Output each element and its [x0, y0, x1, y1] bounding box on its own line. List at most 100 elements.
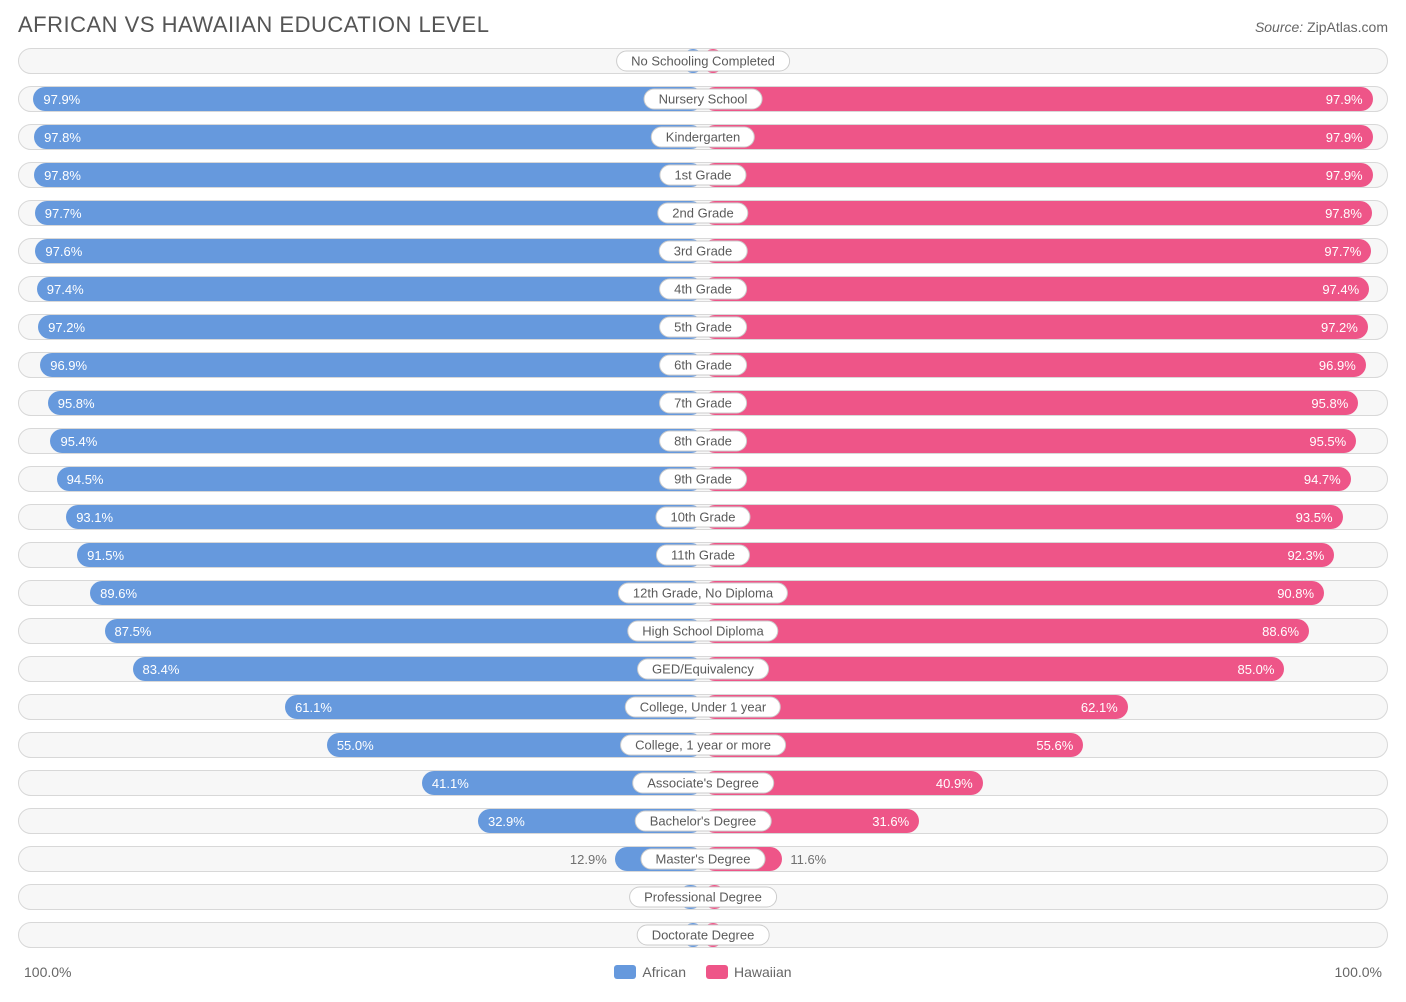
row-category-label: Doctorate Degree	[637, 925, 770, 946]
row-left-half: 32.9%	[19, 809, 703, 833]
bar-right: 97.8%	[703, 201, 1372, 225]
row-right-half: 97.9%	[703, 87, 1387, 111]
row-left-half: 97.4%	[19, 277, 703, 301]
footer: 100.0% African Hawaiian 100.0%	[18, 960, 1388, 984]
bar-right-value: 97.9%	[1326, 92, 1363, 107]
row-right-half: 31.6%	[703, 809, 1387, 833]
row-left-half: 41.1%	[19, 771, 703, 795]
row-right-half: 97.8%	[703, 201, 1387, 225]
bar-left-value: 41.1%	[432, 776, 469, 791]
row-right-half: 97.9%	[703, 125, 1387, 149]
row-right-half: 95.8%	[703, 391, 1387, 415]
bar-left-value: 12.9%	[562, 852, 615, 867]
row-left-half: 95.4%	[19, 429, 703, 453]
legend-swatch-right	[706, 965, 728, 979]
bar-right-value: 95.5%	[1309, 434, 1346, 449]
row-right-half: 97.9%	[703, 163, 1387, 187]
diverging-bar-chart: 2.2%2.2%No Schooling Completed 97.9% 97.9%…	[18, 48, 1388, 948]
chart-row: 87.5%88.6%High School Diploma	[18, 618, 1388, 644]
row-left-half: 12.9%	[19, 847, 703, 871]
bar-right: 97.7%	[703, 239, 1371, 263]
bar-right: 94.7%	[703, 467, 1351, 491]
bar-left: 97.2%	[38, 315, 703, 339]
bar-right: 92.3%	[703, 543, 1334, 567]
row-category-label: Kindergarten	[651, 127, 755, 148]
chart-row: 41.1% 40.9% Associate's Degree	[18, 770, 1388, 796]
bar-left-value: 55.0%	[337, 738, 374, 753]
bar-right-value: 93.5%	[1296, 510, 1333, 525]
bar-left: 97.8%	[34, 163, 703, 187]
row-right-half: 96.9%	[703, 353, 1387, 377]
row-right-half: 2.2%	[703, 49, 1387, 73]
bar-right: 95.5%	[703, 429, 1356, 453]
row-left-half: 2.2%	[19, 49, 703, 73]
bar-left-value: 97.7%	[45, 206, 82, 221]
bar-right: 96.9%	[703, 353, 1366, 377]
row-category-label: No Schooling Completed	[616, 51, 790, 72]
bar-right-value: 31.6%	[872, 814, 909, 829]
row-left-half: 89.6%	[19, 581, 703, 605]
row-category-label: Bachelor's Degree	[635, 811, 772, 832]
chart-row: 97.9%97.9%Nursery School	[18, 86, 1388, 112]
row-category-label: College, Under 1 year	[625, 697, 781, 718]
chart-row: 97.2%97.2%5th Grade	[18, 314, 1388, 340]
row-category-label: 11th Grade	[656, 545, 750, 566]
chart-row: 89.6%90.8%12th Grade, No Diploma	[18, 580, 1388, 606]
row-category-label: Associate's Degree	[632, 773, 774, 794]
axis-left-label: 100.0%	[24, 964, 71, 980]
bar-right-value: 11.6%	[782, 852, 834, 867]
bar-left: 97.8%	[34, 125, 703, 149]
chart-row: 61.1%62.1%College, Under 1 year	[18, 694, 1388, 720]
bar-right-value: 97.2%	[1321, 320, 1358, 335]
header: AFRICAN VS HAWAIIAN EDUCATION LEVEL Sour…	[18, 12, 1388, 38]
row-right-half: 3.4%	[703, 885, 1387, 909]
bar-left-value: 97.8%	[44, 130, 81, 145]
legend-left-label: African	[642, 964, 686, 980]
chart-row: 91.5%92.3%11th Grade	[18, 542, 1388, 568]
row-category-label: College, 1 year or more	[620, 735, 786, 756]
chart-title: AFRICAN VS HAWAIIAN EDUCATION LEVEL	[18, 12, 489, 38]
bar-left: 93.1%	[66, 505, 703, 529]
chart-row: 97.4%97.4%4th Grade	[18, 276, 1388, 302]
bar-right: 97.4%	[703, 277, 1369, 301]
row-right-half: 85.0%	[703, 657, 1387, 681]
row-right-half: 88.6%	[703, 619, 1387, 643]
row-category-label: 9th Grade	[659, 469, 747, 490]
chart-row: 1.6%1.5%Doctorate Degree	[18, 922, 1388, 948]
chart-row: 96.9%96.9%6th Grade	[18, 352, 1388, 378]
row-left-half: 97.6%	[19, 239, 703, 263]
bar-right-value: 40.9%	[936, 776, 973, 791]
legend-right: Hawaiian	[706, 964, 792, 980]
bar-right: 88.6%	[703, 619, 1309, 643]
row-left-half: 94.5%	[19, 467, 703, 491]
row-right-half: 97.7%	[703, 239, 1387, 263]
row-right-half: 90.8%	[703, 581, 1387, 605]
bar-left: 89.6%	[90, 581, 703, 605]
bar-left: 97.4%	[37, 277, 703, 301]
bar-right-value: 92.3%	[1287, 548, 1324, 563]
row-category-label: 4th Grade	[659, 279, 747, 300]
bar-left: 97.6%	[35, 239, 703, 263]
bar-right-value: 90.8%	[1277, 586, 1314, 601]
chart-row: 95.4%95.5%8th Grade	[18, 428, 1388, 454]
row-left-half: 55.0%	[19, 733, 703, 757]
row-left-half: 83.4%	[19, 657, 703, 681]
bar-left-value: 89.6%	[100, 586, 137, 601]
row-right-half: 1.5%	[703, 923, 1387, 947]
bar-left: 95.8%	[48, 391, 703, 415]
bar-right: 97.2%	[703, 315, 1368, 339]
bar-right-value: 62.1%	[1081, 700, 1118, 715]
chart-row: 83.4%85.0%GED/Equivalency	[18, 656, 1388, 682]
row-right-half: 11.6%	[703, 847, 1387, 871]
row-category-label: Nursery School	[644, 89, 763, 110]
chart-row: 97.8% 97.9%Kindergarten	[18, 124, 1388, 150]
chart-row: 12.9%11.6%Master's Degree	[18, 846, 1388, 872]
row-category-label: 6th Grade	[659, 355, 747, 376]
row-category-label: 5th Grade	[659, 317, 747, 338]
legend-right-label: Hawaiian	[734, 964, 792, 980]
row-right-half: 93.5%	[703, 505, 1387, 529]
bar-right-value: 97.4%	[1322, 282, 1359, 297]
row-left-half: 97.8%	[19, 163, 703, 187]
bar-right-value: 55.6%	[1036, 738, 1073, 753]
row-left-half: 3.7%	[19, 885, 703, 909]
